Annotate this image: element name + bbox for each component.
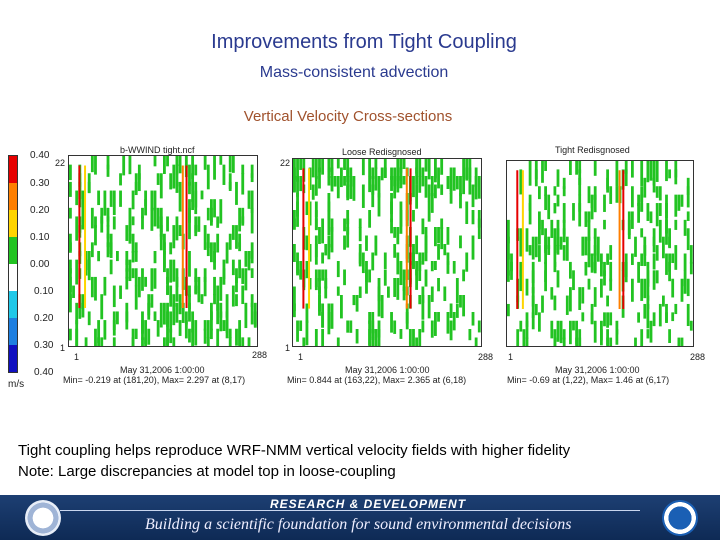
colorbar-swatch xyxy=(8,237,18,264)
cross-section-panel-tight xyxy=(68,155,258,347)
colorbar-swatch xyxy=(8,210,18,237)
panel-date: May 31,2006 1:00:00 xyxy=(120,365,205,375)
panel-stats: Min= -0.219 at (181,20), Max= 2.297 at (… xyxy=(63,375,246,385)
panel-title: Tight Redisgnosed xyxy=(555,145,630,155)
note-line: Tight coupling helps reproduce WRF-NMM v… xyxy=(18,442,571,459)
footer-tagline: Building a scientific foundation for sou… xyxy=(145,516,572,533)
colorbar-swatch xyxy=(8,183,18,210)
colorbar-label: 0.20 xyxy=(34,313,54,324)
colorbar-unit: m/s xyxy=(8,379,25,390)
colorbar-label: 0.40 xyxy=(30,150,50,161)
panel-y-bottom-label: 1 xyxy=(285,343,291,353)
cross-section-plot xyxy=(293,159,481,346)
footer-program: RESEARCH & DEVELOPMENT xyxy=(270,497,467,511)
noaa-logo-icon xyxy=(662,500,698,536)
colorbar-swatch xyxy=(8,264,18,291)
colorbar-label: 0.30 xyxy=(30,178,50,189)
panel-x-right-label: 288 xyxy=(690,352,706,362)
panel-x-left-label: 1 xyxy=(508,352,514,362)
colorbar-label: 0.30 xyxy=(34,340,54,351)
colorbar-swatch xyxy=(8,345,18,373)
panel-x-right-label: 288 xyxy=(478,352,494,362)
epa-seal-icon xyxy=(25,500,61,536)
colorbar-swatch xyxy=(8,155,18,183)
cross-section-plot xyxy=(507,161,693,346)
section-heading: Vertical Velocity Cross-sections xyxy=(243,108,453,125)
panel-x-right-label: 288 xyxy=(252,350,268,360)
panel-y-bottom-label: 1 xyxy=(60,343,66,353)
panel-x-left-label: 1 xyxy=(74,352,80,362)
footer-banner xyxy=(0,495,720,540)
colorbar xyxy=(8,155,18,373)
cross-section-panel-tight-rediagnosed xyxy=(506,160,694,347)
colorbar-swatch xyxy=(8,318,18,345)
cross-section-panel-loose xyxy=(292,158,482,347)
panel-y-top-label: 22 xyxy=(55,158,66,168)
colorbar-label: 0.10 xyxy=(34,286,54,297)
colorbar-label: 0.10 xyxy=(30,232,50,243)
panel-stats: Min= 0.844 at (163,22), Max= 2.365 at (6… xyxy=(287,375,467,385)
colorbar-label: 0.20 xyxy=(30,205,50,216)
footer-band xyxy=(0,496,720,514)
panel-x-left-label: 1 xyxy=(298,352,304,362)
note-line: Note: Large discrepancies at model top i… xyxy=(18,463,396,480)
panel-y-top-label: 22 xyxy=(280,158,291,168)
colorbar-label: 0.40 xyxy=(34,367,54,378)
panel-date: May 31,2006 1:00:00 xyxy=(555,365,640,375)
slide-subtitle: Mass-consistent advection xyxy=(259,64,449,81)
cross-section-plot xyxy=(69,156,257,346)
colorbar-swatch xyxy=(8,291,18,318)
panel-title: b-WWIND tight.ncf xyxy=(120,145,195,155)
panel-date: May 31,2006 1:00:00 xyxy=(345,365,430,375)
slide-notes: Tight coupling helps reproduce WRF-NMM v… xyxy=(18,440,570,482)
panel-title: Loose Redisgnosed xyxy=(342,147,422,157)
panel-stats: Min= -0.69 at (1,22), Max= 1.46 at (6,17… xyxy=(507,375,670,385)
slide-title: Improvements from Tight Coupling xyxy=(211,31,517,53)
colorbar-label: 0.00 xyxy=(30,259,50,270)
